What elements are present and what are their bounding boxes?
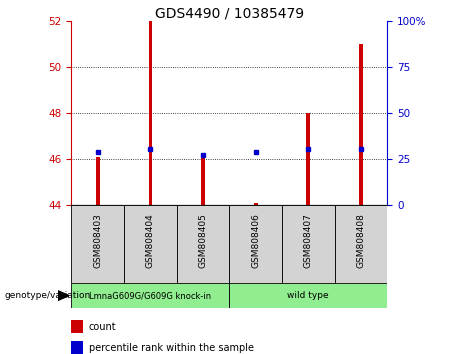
Text: GSM808407: GSM808407 [304,213,313,268]
Text: LmnaG609G/G609G knock-in: LmnaG609G/G609G knock-in [89,291,212,300]
Polygon shape [58,291,69,301]
Bar [229,205,282,283]
Text: GSM808408: GSM808408 [356,213,366,268]
Bar [96,157,100,205]
Bar [71,205,124,283]
Bar [229,283,387,308]
Text: GSM808406: GSM808406 [251,213,260,268]
Bar [201,157,205,205]
Bar [71,341,83,354]
Text: count: count [89,321,117,332]
Bar [71,283,229,308]
Text: GSM808404: GSM808404 [146,213,155,268]
Bar [71,320,83,333]
Bar [177,205,229,283]
Bar [335,205,387,283]
Text: genotype/variation: genotype/variation [5,291,91,300]
Bar [307,113,310,205]
Text: GSM808405: GSM808405 [199,213,207,268]
Bar [254,203,258,205]
Text: GSM808403: GSM808403 [93,213,102,268]
Bar [359,44,363,205]
Text: percentile rank within the sample: percentile rank within the sample [89,343,254,353]
Text: wild type: wild type [288,291,329,300]
Title: GDS4490 / 10385479: GDS4490 / 10385479 [155,6,304,20]
Bar [148,21,152,205]
Bar [124,205,177,283]
Bar [282,205,335,283]
